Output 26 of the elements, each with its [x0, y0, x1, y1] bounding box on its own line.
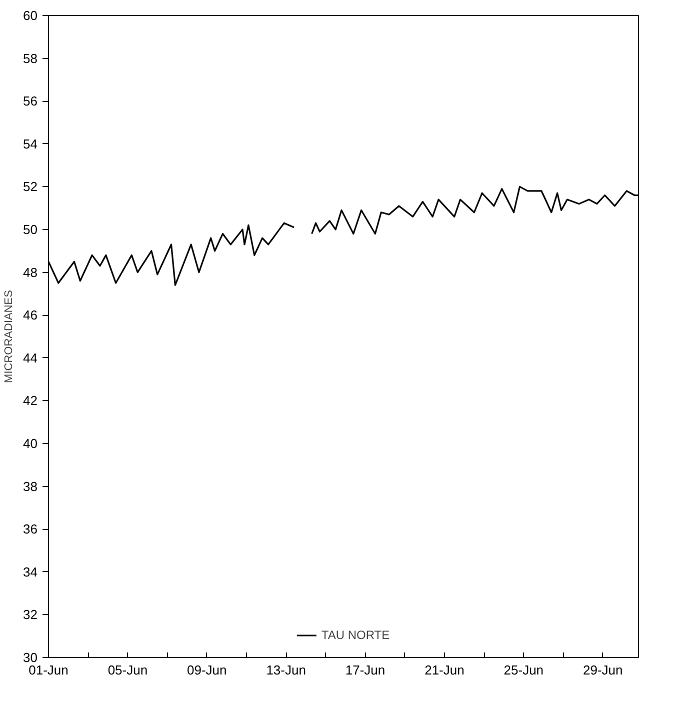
x-tick-label: 09-Jun [187, 662, 227, 678]
y-axis-title: MICRORADIANES [3, 290, 16, 383]
y-tick-label: 36 [23, 522, 38, 537]
y-tick-label: 60 [23, 8, 38, 23]
y-tick-label: 40 [23, 436, 38, 451]
y-tick-label: 42 [23, 393, 38, 408]
y-tick-label: 44 [23, 350, 38, 366]
y-tick-label: 46 [23, 308, 38, 323]
y-tick-label: 34 [23, 564, 38, 580]
y-tick-label: 32 [23, 607, 38, 622]
x-tick-label: 25-Jun [504, 662, 544, 678]
x-tick-label: 01-Jun [28, 662, 68, 678]
x-tick-label: 29-Jun [582, 662, 623, 678]
y-tick-label: 38 [23, 478, 38, 494]
x-tick-label: 21-Jun [424, 662, 464, 678]
x-tick-label: 05-Jun [108, 662, 148, 678]
y-tick-label: 48 [23, 264, 38, 280]
x-tick-label: 17-Jun [345, 662, 386, 678]
y-tick-label: 52 [23, 179, 38, 194]
y-tick-label: 56 [23, 94, 38, 109]
y-tick-label: 50 [23, 222, 38, 237]
y-tick-label: 58 [23, 50, 38, 66]
y-tick-label: 30 [23, 650, 38, 665]
y-tick-label: 54 [23, 136, 38, 152]
x-tick-label: 13-Jun [266, 662, 306, 678]
legend-label: TAU NORTE [321, 628, 390, 642]
